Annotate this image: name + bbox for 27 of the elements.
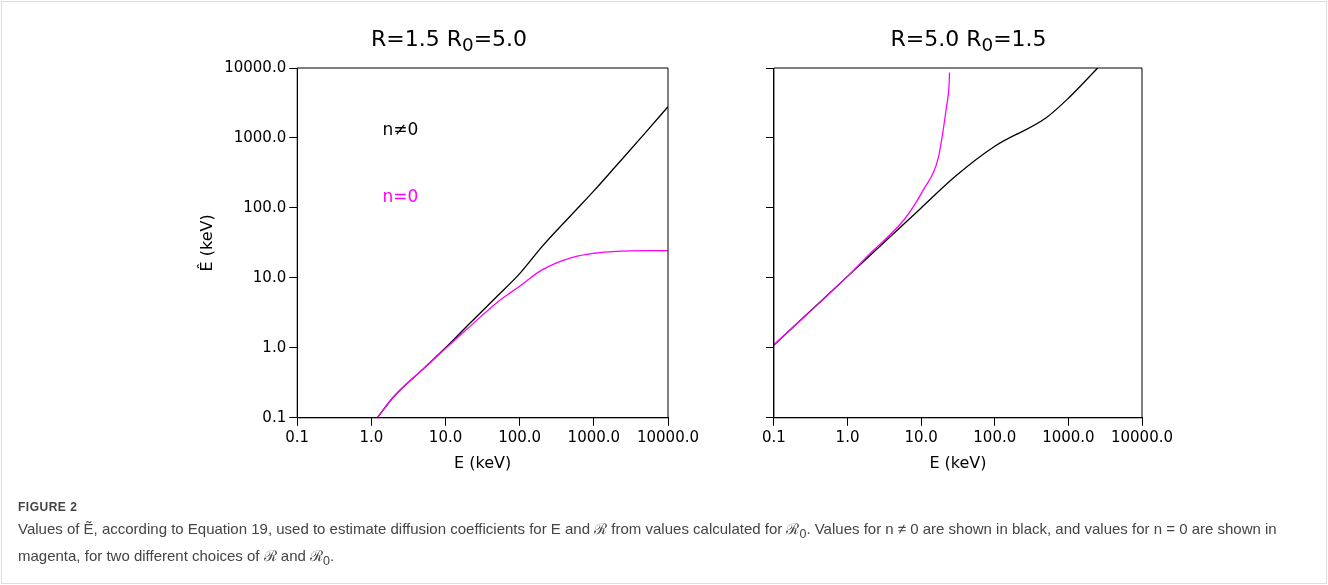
y-tick-label: 10.0 <box>252 267 287 286</box>
x-axis-title: E (keV) <box>454 452 512 472</box>
caption: FIGURE 2 <box>18 500 79 514</box>
x-tick-label: 1.0 <box>835 427 860 446</box>
x-tick-label: 100.0 <box>498 427 542 446</box>
x-tick-label: 10000.0 <box>636 427 700 446</box>
chart-title: R=1.5 R$_{0}$=5.0 <box>369 25 529 56</box>
text: Values of Ẽ, according to Equation 19, used to estimate diffusion coefficients for E and ℛ from values calculated for ℛ$_{0}$. Values for n ≠ 0 are shown in black, and values for n = 0 are shown in magenta, for two different choices of ℛ and ℛ$_{0}$. <box>18 520 1277 568</box>
y-tick-label: 10000.0 <box>224 57 287 76</box>
x-tick-label: 10000.0 <box>1110 427 1174 446</box>
x-tick-label: 1.0 <box>359 427 384 446</box>
y-tick-label: 100.0 <box>243 197 287 216</box>
x-tick-label: 10.0 <box>428 427 463 446</box>
x-tick-label: 0.1 <box>762 427 786 446</box>
x-axis-title: E (keV) <box>929 452 987 472</box>
y-axis-title: Ê (keV) <box>196 214 216 272</box>
x-tick-label: 1000.0 <box>1042 427 1095 446</box>
text: n≠0 <box>382 119 419 140</box>
y-tick-label: 0.1 <box>262 407 287 426</box>
x-tick-label: 0.1 <box>285 427 310 446</box>
y-tick-label: 1000.0 <box>233 127 287 146</box>
y-tick-label: 1.0 <box>262 337 287 356</box>
chart-title: R=5.0 R$_{0}$=1.5 <box>889 25 1048 56</box>
text: n=0 <box>382 185 419 206</box>
x-tick-label: 1000.0 <box>567 427 621 446</box>
x-tick-label: 100.0 <box>973 427 1017 446</box>
x-tick-label: 10.0 <box>904 427 938 446</box>
